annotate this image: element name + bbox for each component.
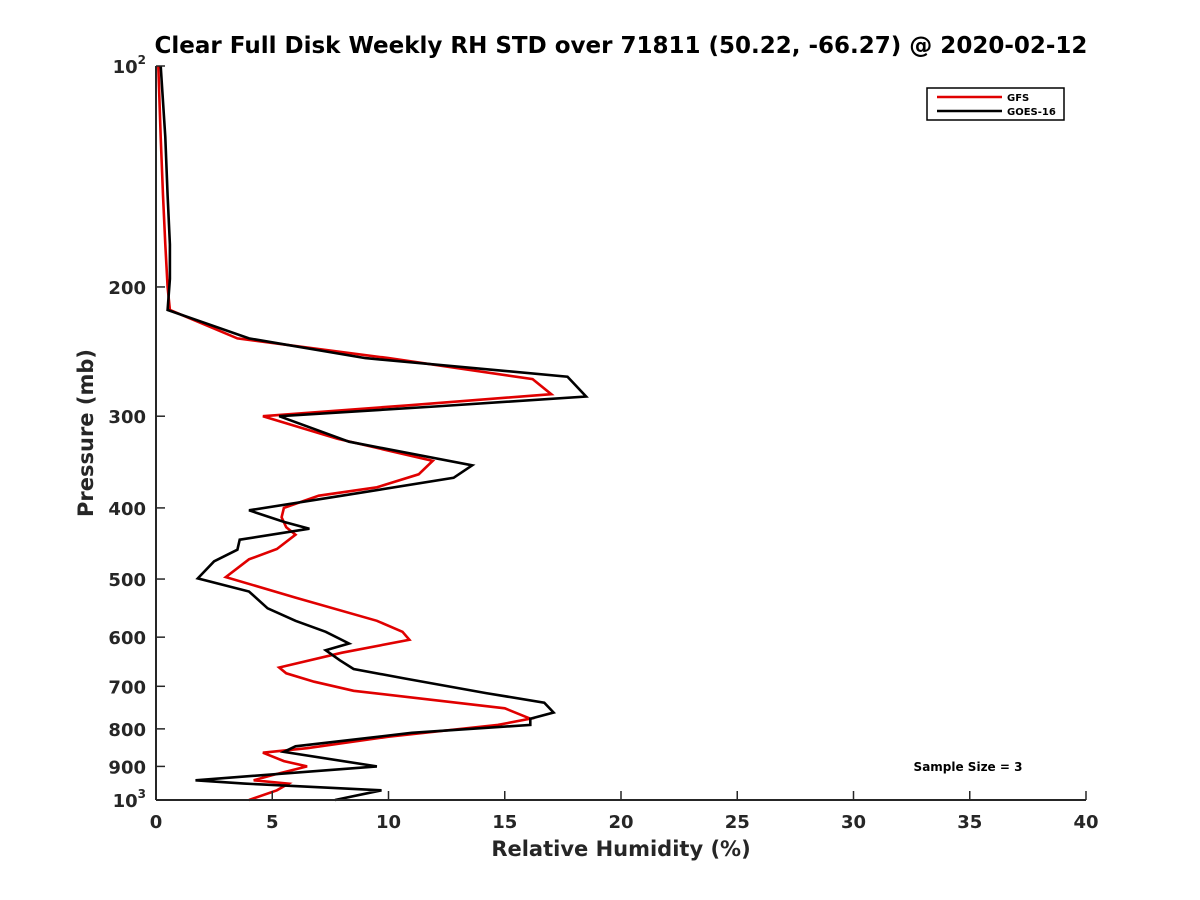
y-tick-label: 600 [108,628,146,649]
x-tick-label: 35 [957,812,982,833]
series-line-goes-16 [159,65,589,802]
y-tick-label: 500 [108,570,146,591]
x-tick-label: 20 [608,812,633,833]
x-tick-label: 10 [376,812,401,833]
x-tick-label: 5 [266,812,279,833]
legend-label-goes16: GOES-16 [1007,107,1056,118]
series-layer [157,65,589,802]
sample-size-annotation: Sample Size = 3 [914,760,1023,774]
y-ticks: 102 200 300 400 500 600 700 800 900 103 [108,53,165,812]
y-tick-label: 900 [108,757,146,778]
axes-layer [155,66,1086,801]
y-axis-label: Pressure (mb) [74,349,98,517]
x-tick-label: 0 [150,812,163,833]
y-tick-label: 103 [113,787,146,812]
legend-box [926,87,1065,121]
chart-title: Clear Full Disk Weekly RH STD over 71811… [155,33,1088,59]
y-tick-label: 400 [108,499,146,520]
x-tick-label: 40 [1073,812,1098,833]
y-tick-label: 700 [108,677,146,698]
series-line-gfs [157,65,555,802]
x-tick-label: 25 [725,812,750,833]
y-tick-label: 800 [108,720,146,741]
x-axis-label: Relative Humidity (%) [491,837,750,861]
x-tick-label: 30 [841,812,866,833]
y-tick-label: 300 [108,407,146,428]
legend-label-gfs: GFS [1007,93,1029,104]
x-ticks: 0 5 10 15 20 25 30 35 40 [150,791,1099,833]
legend: GFS GOES-16 [926,87,1065,121]
x-tick-label: 15 [492,812,517,833]
y-tick-label: 200 [108,278,146,299]
y-tick-label: 102 [113,53,146,78]
